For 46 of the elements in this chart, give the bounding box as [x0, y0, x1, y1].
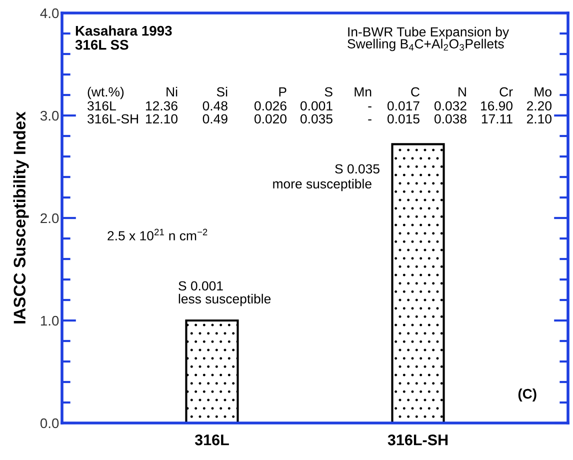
- y-tick-label: 0.0: [40, 418, 59, 428]
- annotation: (wt.%): [88, 86, 124, 100]
- annotation: 316L SS: [75, 40, 128, 50]
- annotation: 2.5 x 10$^{21}$ n cm$^{−2}$: [108, 228, 208, 240]
- annotation: Cr: [500, 87, 513, 97]
- annotation: S 0.001: [178, 281, 223, 291]
- annotation: 0.020: [254, 114, 286, 124]
- annotation: 12.10: [146, 114, 178, 124]
- annotation: Ni: [166, 86, 178, 96]
- y-axis-title: IASCC Susceptibility Index: [13, 112, 29, 324]
- annotation: C: [411, 87, 420, 97]
- y-tick-label: 1.0: [40, 316, 59, 326]
- annotation: less susceptible: [178, 294, 271, 306]
- annotation: 0.026: [254, 101, 286, 111]
- annotation: -: [368, 119, 372, 120]
- annotation: 2.20: [526, 101, 552, 111]
- annotation: P: [279, 87, 286, 96]
- annotation: 17.11: [482, 114, 512, 124]
- annotation: 0.017: [388, 101, 420, 111]
- annotation: 16.90: [480, 101, 512, 111]
- annotation: 0.49: [202, 114, 228, 124]
- annotation: Mn: [354, 87, 372, 96]
- annotation: Mo: [534, 87, 552, 97]
- annotation: more susceptible: [273, 178, 372, 192]
- annotation: Kasahara 1993: [76, 26, 172, 36]
- annotation: 0.001: [300, 101, 332, 111]
- y-tick-label: 4.0: [40, 8, 59, 18]
- annotation: N: [458, 87, 466, 96]
- annotation: 0.038: [434, 114, 466, 124]
- y-tick-label: 3.0: [40, 110, 59, 121]
- annotation: 316L-SH: [88, 114, 138, 124]
- annotation: 0.032: [434, 101, 466, 111]
- annotation: 0.015: [388, 114, 420, 124]
- annotation: -: [368, 106, 372, 108]
- annotation: Si: [216, 86, 228, 97]
- annotation: In-BWR Tube Expansion by: [348, 26, 510, 40]
- y-tick-label: 2.0: [40, 213, 59, 224]
- annotation: 0.035: [300, 114, 332, 124]
- annotation: 12.36: [146, 101, 178, 111]
- annotation: 0.48: [202, 101, 228, 111]
- annotation: S 0.035: [335, 164, 380, 174]
- annotation: Swelling B$_{4}$C+Al$_{2}$O$_{3}$Pellets: [348, 38, 504, 52]
- annotation: (C): [518, 388, 536, 402]
- annotation: 2.10: [526, 114, 552, 124]
- annotation: 316L: [88, 101, 116, 111]
- annotation: S: [324, 87, 332, 97]
